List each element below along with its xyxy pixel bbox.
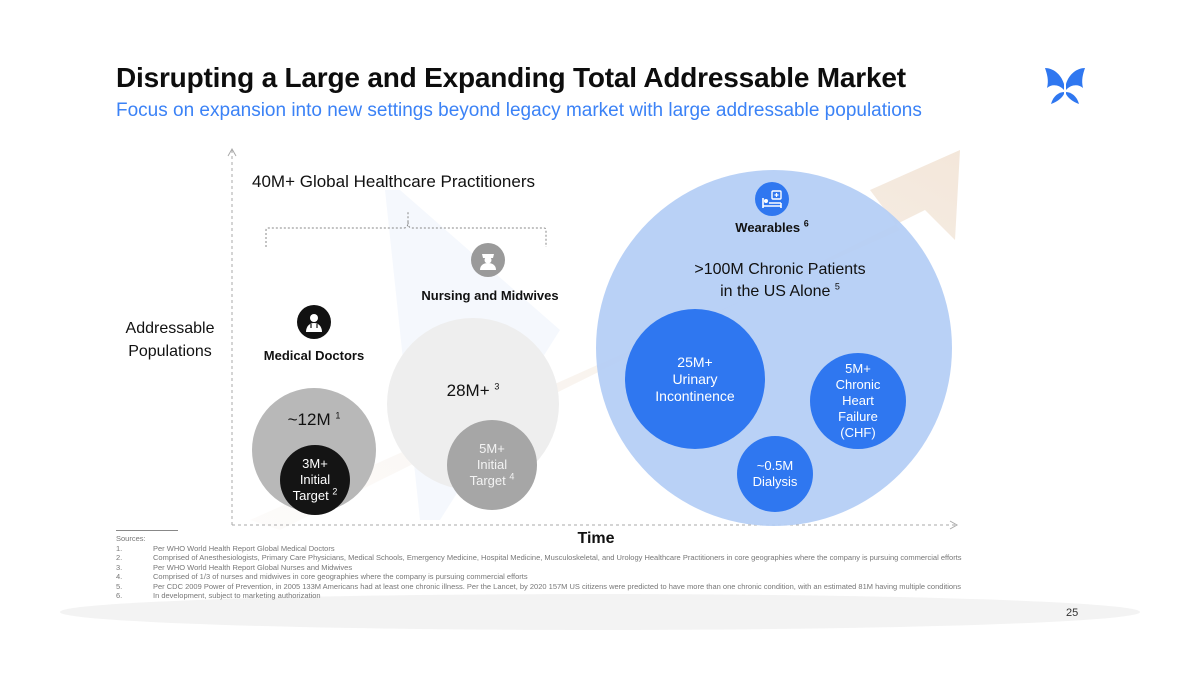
page-title: Disrupting a Large and Expanding Total A… [116,62,906,93]
nurse-icon [471,243,505,277]
page-subtitle: Focus on expansion into new settings bey… [116,100,922,121]
page-number: 25 [1066,607,1079,619]
source-item: 3. Per WHO World Health Report Global Nur… [116,562,353,572]
source-item: 6. In development, subject to marketing a… [116,591,321,600]
medical-doctors-label: Medical Doctors [263,348,365,363]
sources-heading: Sources: [116,534,146,543]
source-item: 2. Comprised of Anesthesiologists, Primar… [116,553,962,562]
butterfly-logo-icon [1045,68,1085,104]
y-axis-label: Addressable Populations [125,320,215,360]
hospital-bed-icon [755,182,789,216]
chronic-patients-label: >100M Chronic Patients in the US Alone 5 [694,261,866,300]
wearables-label: Wearables 6 [735,218,809,235]
nursing-midwives-total: 28M+ 3 [446,381,500,400]
urinary-incontinence-circle: 25M+ Urinary Incontinence [625,309,765,449]
nursing-midwives-label: Nursing and Midwives [421,288,559,303]
sources-footnotes: Sources: 1. Per WHO World Health Report G… [116,530,1056,601]
practitioners-heading: 40M+ Global Healthcare Practitioners [252,172,535,191]
nursing-target-circle: 5M+ Initial Target 4 [447,420,537,510]
sources-rule [116,530,178,531]
medical-doctors-target-circle: 3M+ Initial Target 2 [280,445,350,515]
source-item: 4. Comprised of 1/3 of nurses and midwive… [116,572,528,581]
medical-doctors-total: ~12M 1 [287,410,341,429]
x-axis-label: Time [577,530,615,547]
chf-circle: 5M+ Chronic Heart Failure (CHF) [810,353,906,449]
doctor-icon [297,305,331,339]
source-item: 5. Per CDC 2009 Power of Prevention, in 2… [116,581,961,591]
dialysis-circle: ~0.5M Dialysis [737,436,813,512]
source-item: 1. Per WHO World Health Report Global Med… [116,543,335,553]
